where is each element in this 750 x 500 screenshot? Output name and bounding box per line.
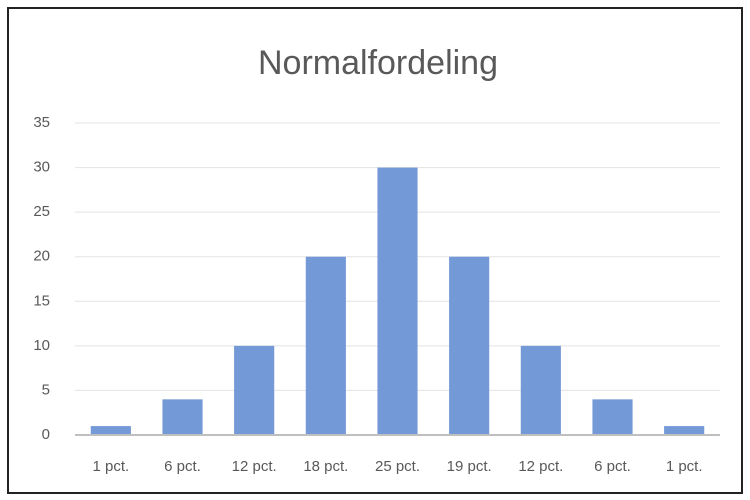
- x-tick-label: 25 pct.: [375, 458, 420, 475]
- bar: [234, 345, 275, 435]
- bar: [592, 399, 633, 435]
- x-tick-label: 1 pct.: [666, 458, 703, 475]
- x-tick-label: 19 pct.: [447, 458, 492, 475]
- bar: [90, 426, 131, 435]
- bar: [664, 426, 705, 435]
- y-tick-label: 0: [42, 426, 50, 443]
- x-tick-label: 12 pct.: [518, 458, 563, 475]
- y-tick-label: 10: [33, 337, 50, 354]
- y-tick-label: 30: [33, 159, 50, 176]
- bar: [449, 256, 490, 435]
- y-tick-label: 25: [33, 203, 50, 220]
- bar: [305, 256, 346, 435]
- x-tick-label: 12 pct.: [232, 458, 277, 475]
- y-tick-label: 20: [33, 248, 50, 265]
- x-tick-label: 6 pct.: [164, 458, 201, 475]
- x-tick-label: 6 pct.: [594, 458, 631, 475]
- y-tick-label: 35: [33, 114, 50, 131]
- bar: [520, 345, 561, 435]
- bar: [377, 167, 418, 436]
- bar: [162, 399, 203, 435]
- y-tick-label: 5: [42, 381, 50, 398]
- y-tick-label: 15: [33, 292, 50, 309]
- chart-title: Normalfordeling: [258, 44, 498, 82]
- x-tick-label: 1 pct.: [92, 458, 129, 475]
- x-tick-label: 18 pct.: [303, 458, 348, 475]
